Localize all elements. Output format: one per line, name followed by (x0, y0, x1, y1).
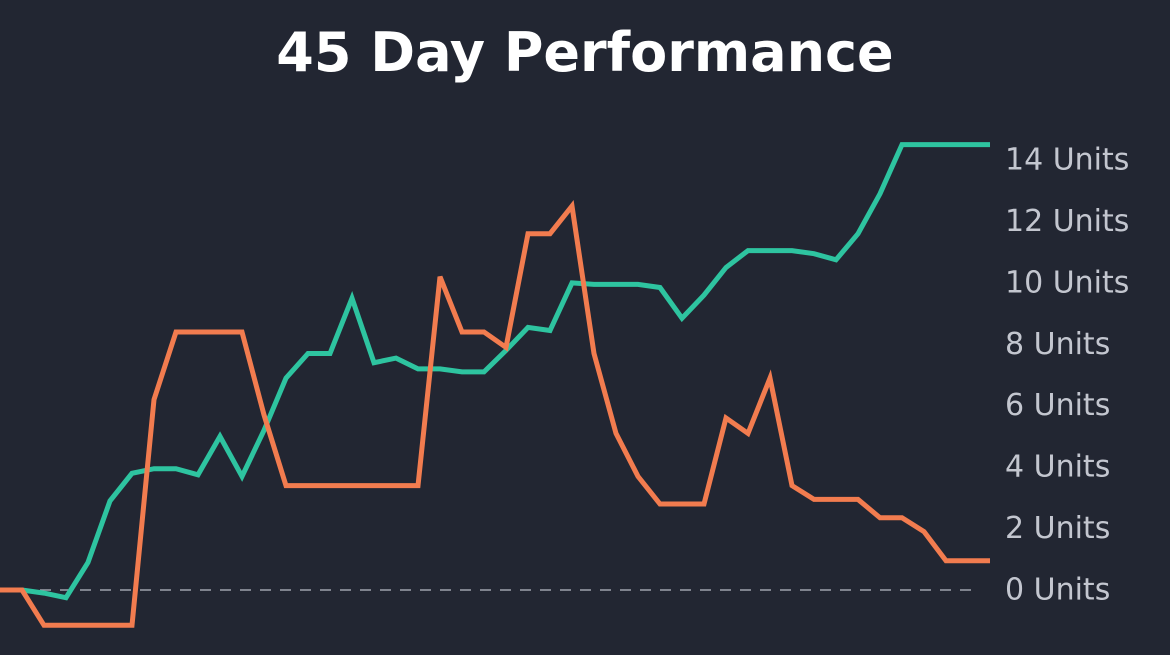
y-tick-label: 6 Units (1005, 388, 1110, 423)
y-tick-label: 0 Units (1005, 573, 1110, 608)
y-tick-label: 14 Units (1005, 143, 1129, 178)
y-axis-tick-labels: 0 Units 2 Units 4 Units 6 Units 8 Units 10 Un… (1005, 143, 1129, 608)
y-tick-label: 8 Units (1005, 327, 1110, 362)
series-layer (0, 142, 990, 628)
chart-title: 45 Day Performance (276, 21, 894, 84)
y-tick-label: 4 Units (1005, 450, 1110, 485)
series-line-2 (0, 200, 990, 628)
series-line-1 (0, 142, 990, 601)
y-tick-label: 12 Units (1005, 204, 1129, 239)
y-tick-label: 10 Units (1005, 265, 1129, 300)
y-tick-label: 2 Units (1005, 511, 1110, 546)
